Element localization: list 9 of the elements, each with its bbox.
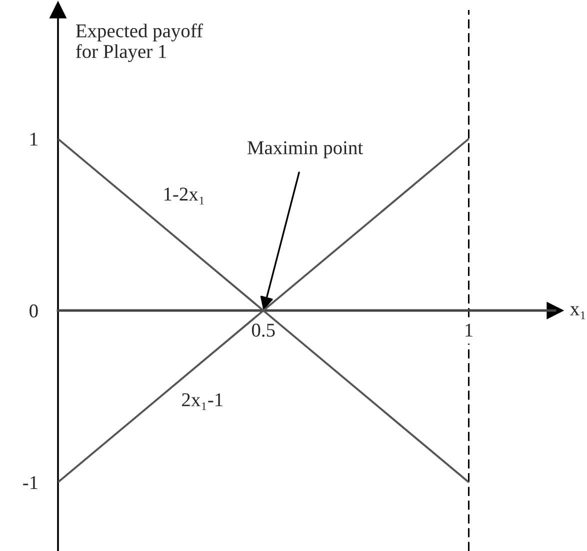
y-tick-label: 0 [30, 304, 38, 318]
y-axis-title: Expected payoff for Player 1 [76, 24, 203, 62]
y-tick-label: -1 [23, 476, 38, 490]
annotation: Maximin point [248, 141, 363, 158]
x-tick-label: 0.5 [252, 324, 275, 337]
series-label: 2x₁-1 [182, 393, 222, 410]
y-tick-label: 1 [30, 132, 38, 146]
x-axis-title: x₁ [570, 306, 586, 320]
series-label: 1-2x₁ [164, 188, 204, 204]
